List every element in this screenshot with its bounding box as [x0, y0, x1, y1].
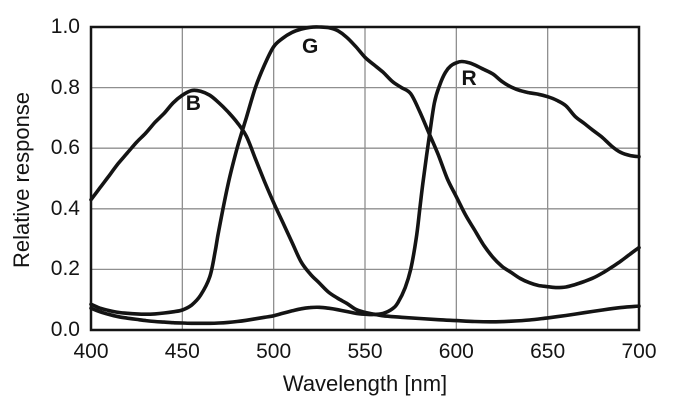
y-tick-label-0.2: 0.2 — [50, 257, 80, 281]
curve-R — [89, 59, 641, 326]
x-tick-label-600: 600 — [438, 340, 474, 363]
x-axis-title: Wavelength [nm] — [282, 371, 448, 396]
x-tick-label-550: 550 — [347, 340, 383, 363]
y-tick-label-0.0: 0.0 — [50, 318, 80, 341]
curve-label-B: B — [185, 92, 201, 116]
y-axis-title: Relative response — [9, 91, 34, 269]
curve-B — [89, 88, 641, 324]
x-tick-label-450: 450 — [164, 340, 200, 363]
plot-border — [89, 25, 641, 332]
y-tick-label-1.0: 1.0 — [50, 15, 80, 38]
x-tick-label-500: 500 — [256, 340, 292, 363]
x-tick-label-650: 650 — [530, 340, 566, 363]
y-tick-label-0.8: 0.8 — [50, 75, 80, 99]
curve-label-R: R — [461, 66, 477, 90]
x-tick-label-400: 400 — [73, 340, 109, 363]
x-tick-label-700: 700 — [621, 340, 657, 363]
y-tick-label-0.4: 0.4 — [50, 196, 80, 220]
curve-label-G: G — [302, 34, 319, 58]
curve-G — [89, 25, 641, 316]
y-tick-label-0.6: 0.6 — [50, 136, 80, 160]
